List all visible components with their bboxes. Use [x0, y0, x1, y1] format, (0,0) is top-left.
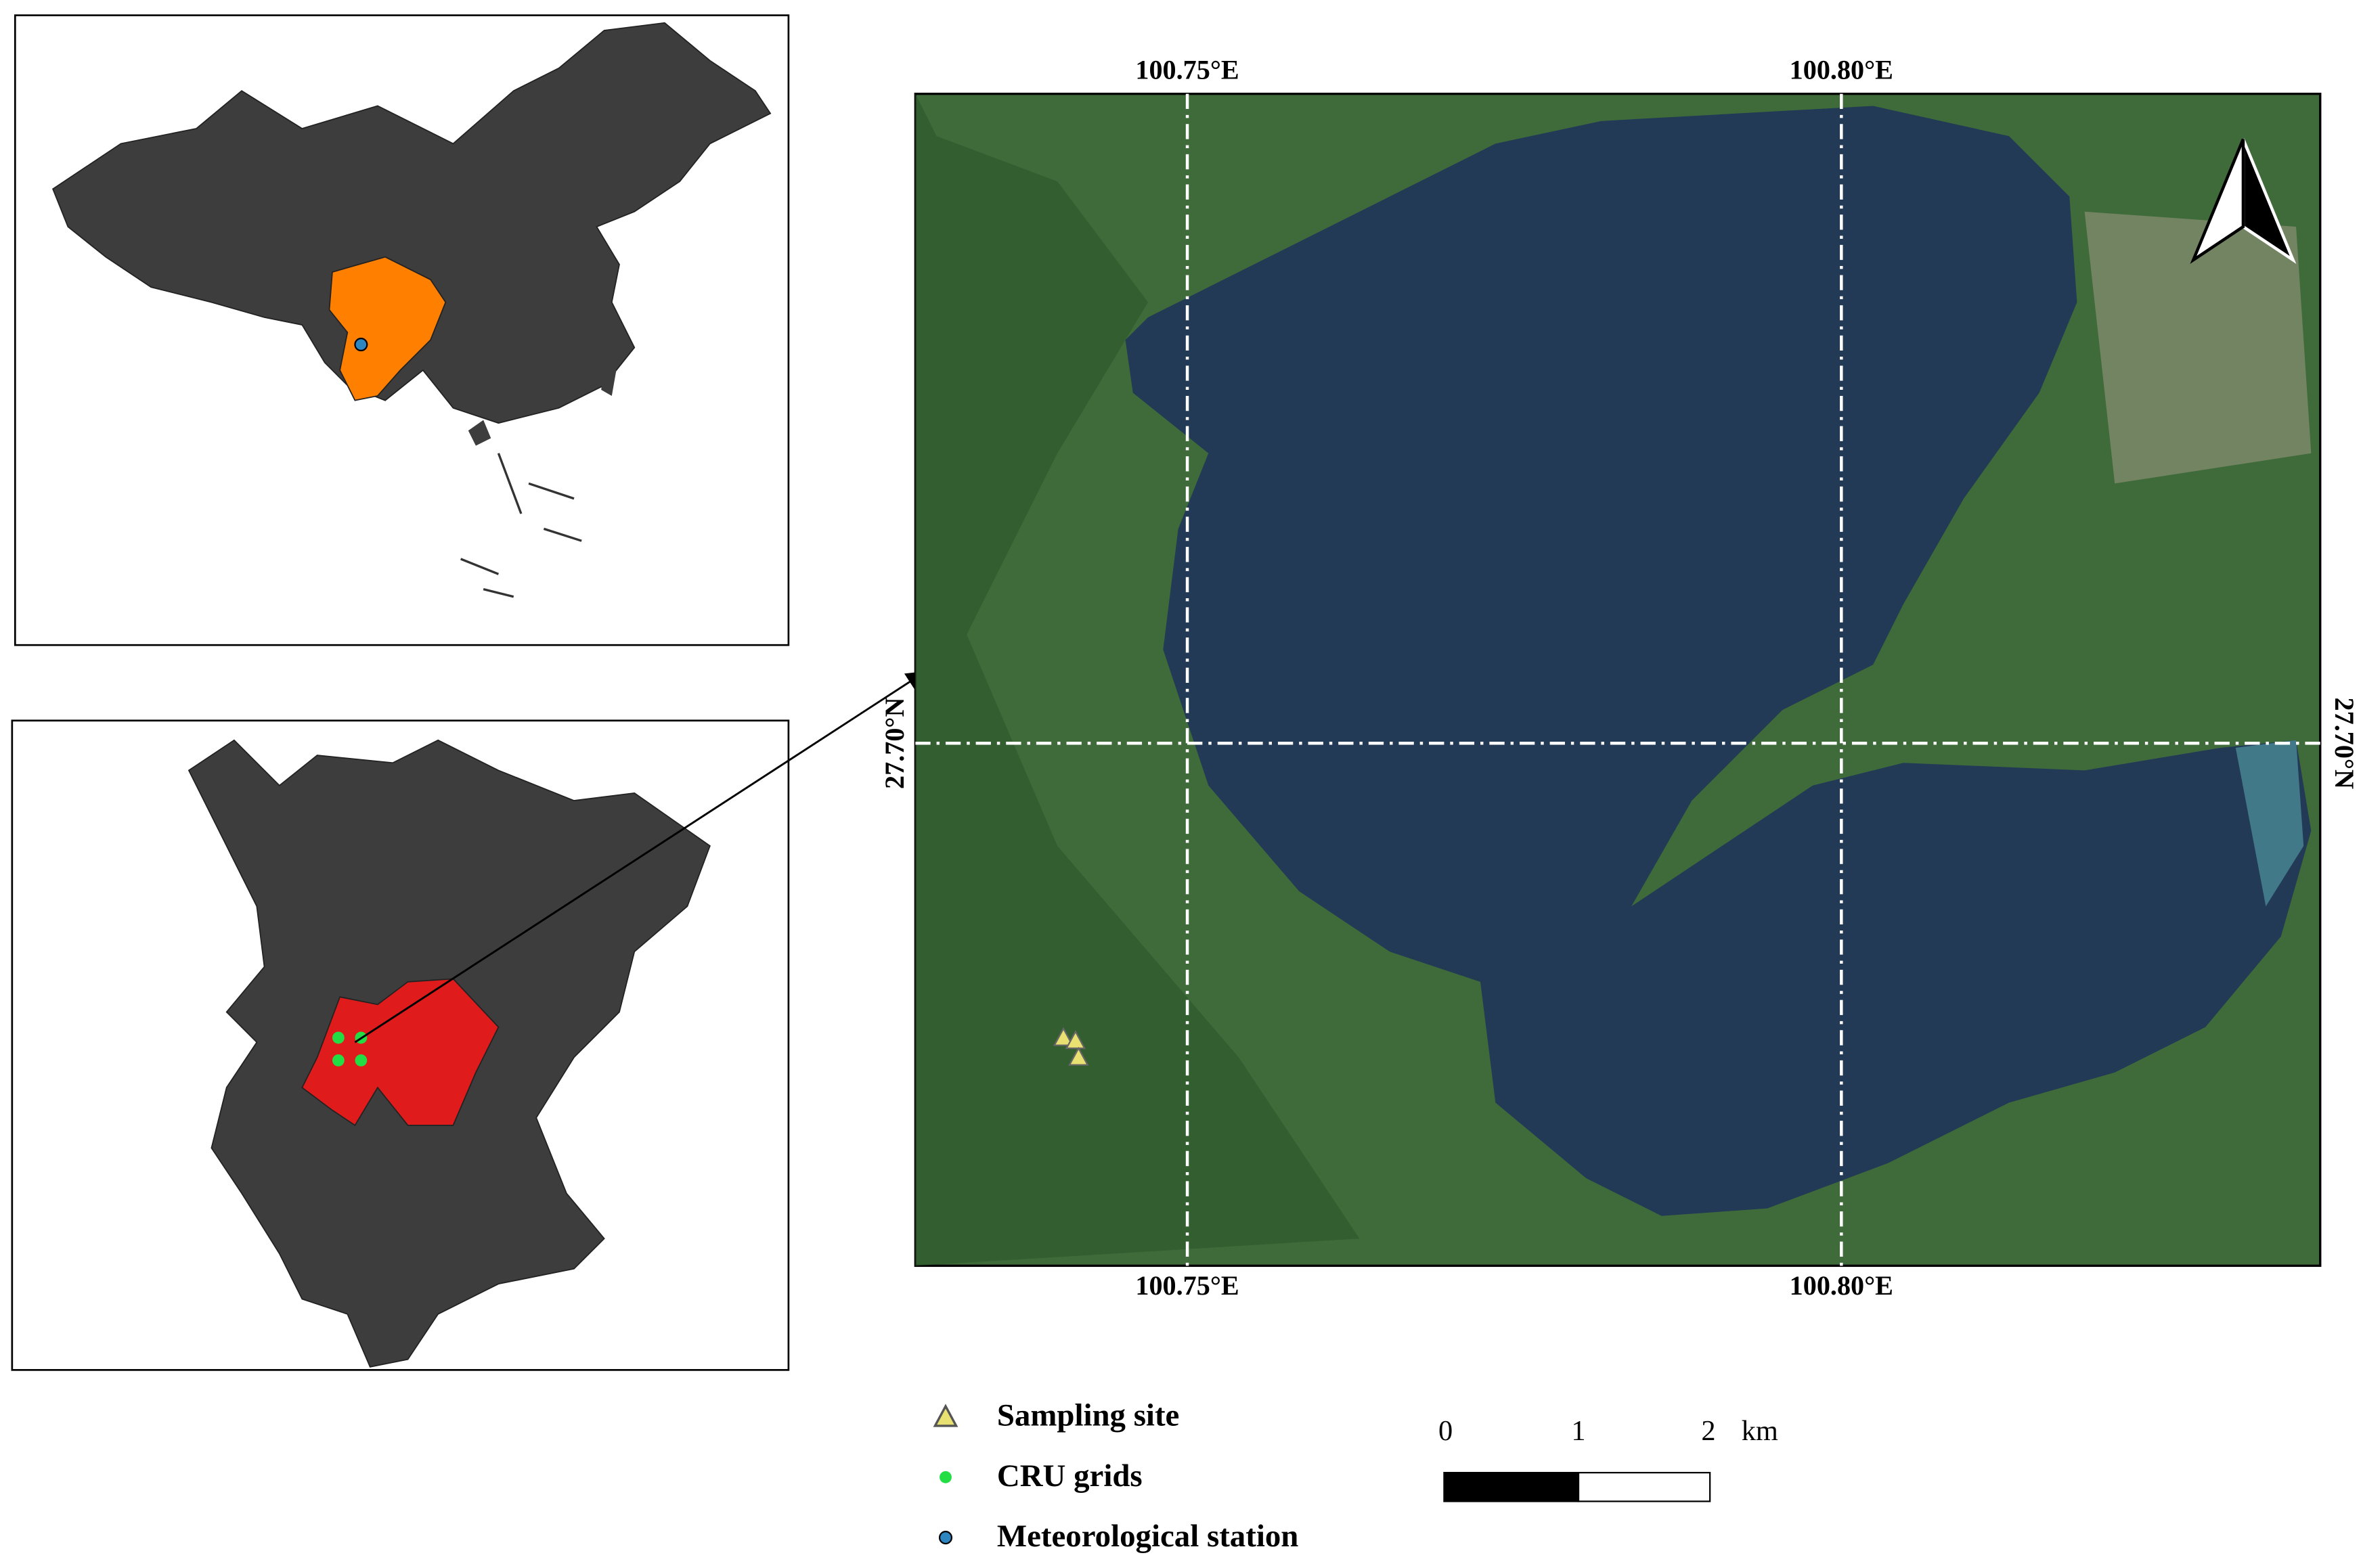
- pointer-arrow: [354, 671, 927, 1044]
- north-arrow: [2190, 138, 2297, 265]
- scale-unit: km: [1742, 1415, 1778, 1447]
- legend-dot: [940, 1471, 952, 1483]
- legend-label: Meteorological station: [997, 1519, 1299, 1554]
- scale-bar: [1577, 1471, 1711, 1502]
- longitude-label: 100.75°E: [1135, 1270, 1239, 1301]
- graticule: [915, 93, 2320, 1266]
- sampling-sites: [1053, 1027, 1089, 1066]
- islands: [468, 362, 617, 446]
- lake: [1125, 106, 2312, 1216]
- terrain: [915, 93, 1360, 1266]
- cru-grid-points: [332, 1031, 368, 1067]
- latitude-label: 27.70°N: [879, 698, 910, 789]
- legend-label: Sampling site: [997, 1398, 1180, 1433]
- scale-label: 0: [1438, 1415, 1453, 1447]
- legend-station: [938, 1531, 953, 1545]
- station-marker: [354, 338, 368, 352]
- scale-label: 1: [1571, 1415, 1585, 1447]
- legend-triangle: [933, 1404, 958, 1427]
- legend-label: CRU grids: [997, 1458, 1143, 1494]
- island-marks: [460, 453, 582, 598]
- shallow-water: [2235, 740, 2304, 907]
- china-outline: [52, 22, 772, 424]
- terrain: [2084, 211, 2312, 484]
- highlight-province: [328, 256, 447, 401]
- scale-label: 2: [1701, 1415, 1715, 1447]
- longitude-label: 100.75°E: [1135, 55, 1239, 85]
- highlight-region: [301, 978, 500, 1127]
- longitude-label: 100.80°E: [1790, 55, 1893, 85]
- latitude-label: 27.70°N: [2329, 698, 2360, 789]
- scale-bar: [1443, 1471, 1580, 1502]
- longitude-label: 100.80°E: [1790, 1270, 1893, 1301]
